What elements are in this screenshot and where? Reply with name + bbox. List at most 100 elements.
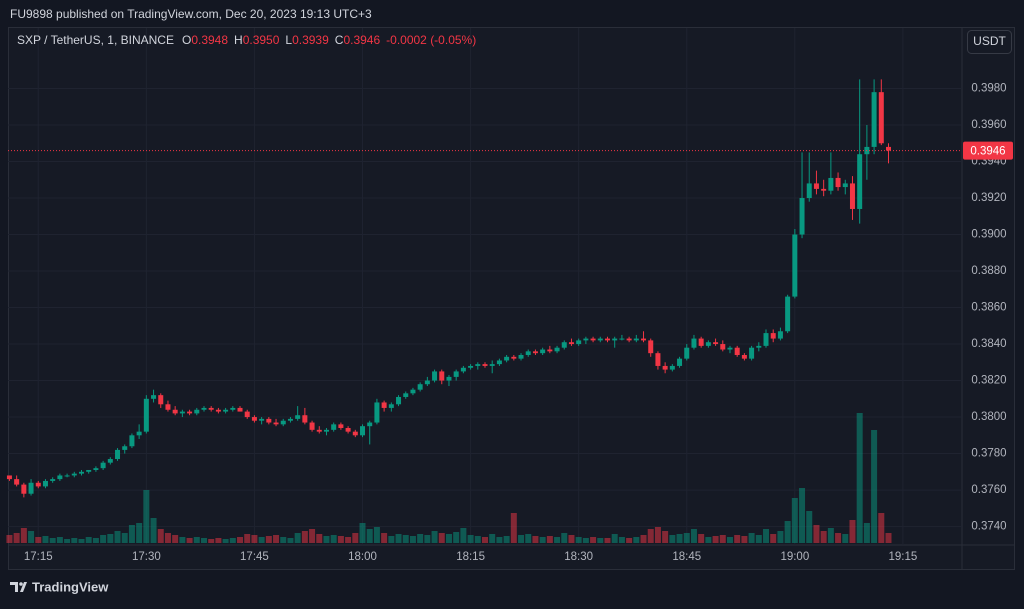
volume-bar [78, 539, 85, 543]
candle-body [857, 154, 863, 209]
candle-body [251, 417, 257, 421]
candle-body [50, 479, 56, 481]
volume-bar [806, 511, 813, 543]
volume-bar [734, 535, 741, 543]
volume-bar [770, 534, 777, 543]
candle-body [230, 407, 236, 410]
candle-body [475, 364, 481, 366]
volume-bar [49, 538, 56, 543]
volume-bar [784, 521, 791, 543]
candle-body [561, 342, 567, 348]
volume-bar [287, 538, 294, 543]
volume-bar [359, 523, 366, 543]
volume-bar [352, 533, 359, 543]
volume-bar [395, 534, 402, 543]
volume-bar [280, 537, 287, 543]
candle-body [547, 349, 553, 352]
volume-bar [813, 525, 820, 543]
candle-body [187, 411, 193, 414]
candle-layer [6, 79, 892, 498]
header-text: FU9898 published on TradingView.com, Dec… [10, 7, 372, 21]
x-tick-label: 19:15 [889, 551, 918, 563]
candle-body [453, 371, 459, 377]
candle-body [107, 459, 113, 463]
volume-bar [85, 537, 92, 543]
volume-bar [150, 518, 157, 543]
candle-body [165, 404, 171, 410]
volume-bar [42, 536, 49, 543]
candle-body [208, 407, 214, 410]
volume-bar [92, 538, 99, 543]
volume-bar [690, 529, 697, 543]
volume-bar [453, 532, 460, 543]
volume-bar [532, 536, 539, 543]
chart-pane [8, 27, 1015, 570]
candle-body [78, 471, 84, 474]
volume-bar [107, 534, 114, 543]
candle-body [21, 484, 27, 494]
volume-bar [409, 536, 416, 543]
candle-body [352, 431, 358, 436]
candle-body [842, 183, 848, 188]
volume-bar [114, 531, 121, 543]
volume-bar [518, 535, 525, 543]
volume-bar [71, 538, 78, 543]
volume-bar [654, 527, 661, 543]
candle-body [136, 431, 142, 436]
x-tick-label: 18:30 [564, 551, 593, 563]
candle-body [828, 177, 834, 191]
candle-body [280, 420, 286, 425]
volume-bar [172, 535, 179, 543]
volume-bar [885, 533, 892, 543]
volume-bar [539, 537, 546, 543]
volume-bar [208, 539, 215, 543]
x-tick-label: 18:45 [672, 551, 701, 563]
candle-body [316, 429, 322, 432]
candle-body [172, 409, 178, 414]
candle-body [720, 344, 726, 350]
volume-bar [640, 535, 647, 543]
volume-bar [489, 534, 496, 543]
candle-body [886, 146, 892, 151]
candle-body [273, 422, 279, 425]
candle-body [201, 407, 207, 410]
volume-bar [590, 537, 597, 543]
candle-body [749, 347, 755, 359]
candle-body [770, 333, 776, 339]
volume-bar [878, 513, 885, 543]
candle-body [57, 475, 63, 480]
volume-bar [402, 535, 409, 543]
candle-body [792, 234, 798, 297]
candle-body [345, 428, 351, 432]
candle-body [741, 354, 747, 359]
volume-bar [56, 537, 63, 543]
volume-bar [337, 536, 344, 543]
volume-bar [726, 537, 733, 543]
volume-bar [618, 537, 625, 543]
volume-bar [237, 537, 244, 543]
volume-bar [186, 538, 193, 543]
candle-body [432, 371, 438, 381]
candle-body [151, 395, 157, 399]
x-tick-label: 17:15 [24, 551, 53, 563]
volume-bar [143, 490, 150, 543]
x-tick-label: 19:00 [780, 551, 809, 563]
candle-body [763, 333, 769, 346]
volume-bar [856, 413, 863, 543]
volume-bar [258, 537, 265, 543]
volume-bar [748, 533, 755, 543]
volume-bar [460, 528, 467, 543]
candle-body [511, 356, 517, 359]
volume-bar [128, 525, 135, 543]
candle-body [821, 188, 827, 191]
volume-bar [244, 534, 251, 543]
volume-bar [835, 533, 842, 543]
currency-label[interactable]: USDT [973, 34, 1006, 48]
currency-button[interactable] [967, 30, 1012, 54]
candle-body [641, 338, 647, 341]
legend-field-value: 0.3946 [343, 33, 380, 47]
candle-body [143, 398, 149, 432]
axes-layer: 0.3740 0.3760 0.3780 0.3800 0.3820 0.3840 0.38… [8, 83, 1013, 563]
y-tick-label: 0.3920 [971, 192, 1006, 204]
